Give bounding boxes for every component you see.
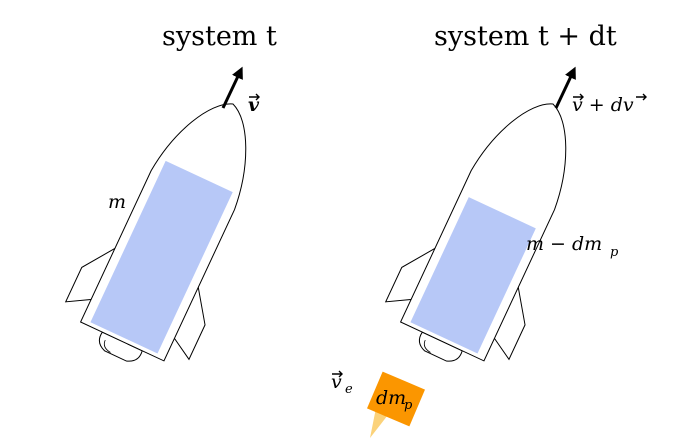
right-rocket <box>373 74 616 386</box>
right-mass-subscript: p <box>610 245 619 260</box>
exhaust-mass-symbol: dm <box>376 387 406 409</box>
exhaust-velocity-symbol: v <box>331 371 342 393</box>
left-fuel-tank <box>90 160 233 354</box>
right-vector-arrow-glyph-2 <box>636 93 647 101</box>
exhaust-box-rect <box>367 371 425 427</box>
right-mass-symbol: m − dm <box>526 233 602 255</box>
exhaust-vector-arrow-glyph <box>332 370 343 378</box>
right-mass-label: m − dm p <box>526 233 619 260</box>
left-rocket <box>53 74 296 386</box>
left-mass-label: m <box>108 191 126 213</box>
right-velocity-label: v + dv <box>572 93 647 116</box>
right-vector-arrow-glyph-1 <box>573 93 584 101</box>
right-velocity-symbol: v + dv <box>572 94 634 116</box>
left-title: system t <box>162 21 277 52</box>
right-velocity-arrow <box>554 66 576 109</box>
right-title: system t + dt <box>434 21 617 52</box>
left-velocity-arrow <box>221 66 243 109</box>
left-velocity-label: v <box>248 93 260 116</box>
right-fuel-tank <box>410 197 536 354</box>
exhaust-velocity-subscript: e <box>345 382 353 397</box>
exhaust-velocity-label: v e <box>331 370 353 397</box>
left-vector-arrow-glyph <box>249 93 260 101</box>
exhaust-mass-label: dm p <box>376 387 413 413</box>
exhaust-mass-subscript: p <box>404 398 413 413</box>
exhaust-mass-box <box>367 371 425 427</box>
